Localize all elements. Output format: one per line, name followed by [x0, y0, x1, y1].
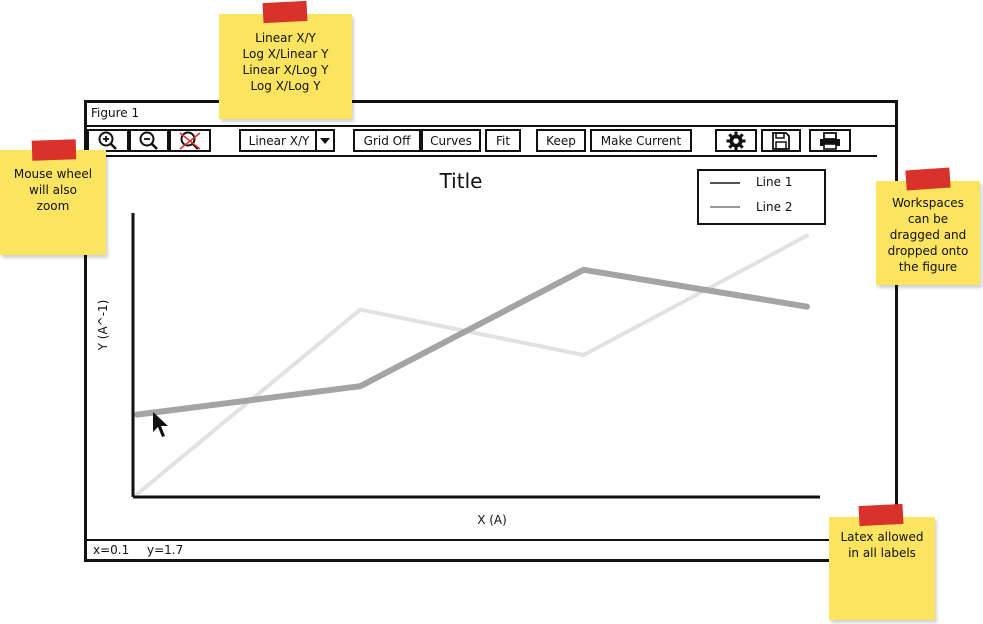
- fit-button[interactable]: Fit: [485, 129, 521, 152]
- chevron-down-icon[interactable]: [315, 131, 333, 150]
- window-title: Figure 1: [91, 106, 140, 120]
- sticky-note-mouse-wheel: Mouse wheel will also zoom: [0, 139, 106, 255]
- series-line-1[interactable]: [134, 266, 810, 418]
- tape: [858, 503, 904, 527]
- keep-button[interactable]: Keep: [536, 129, 586, 152]
- scale-select-value: Linear X/Y: [248, 133, 310, 148]
- sticky-note-latex: Latex allowed in all labels: [829, 503, 935, 620]
- window-titlebar: Figure 1: [87, 103, 895, 127]
- sticky-note-workspaces: Workspaces can be dragged and dropped on…: [876, 167, 980, 285]
- print-icon: [819, 131, 841, 150]
- keep-label: Keep: [546, 133, 576, 148]
- status-bar: x=0.1 y=1.7: [87, 539, 895, 559]
- toolbar: Linear X/Y Grid Off Curves Fit Keep Make…: [87, 127, 877, 157]
- legend: Line 1 Line 2: [697, 169, 826, 225]
- tape: [31, 139, 77, 161]
- zoom-out-icon: [139, 131, 159, 151]
- gear-icon: [726, 131, 746, 151]
- make-current-button[interactable]: Make Current: [590, 129, 692, 152]
- note-mouse-wheel-text: Mouse wheel will also zoom: [13, 167, 93, 213]
- zoom-in-button[interactable]: [87, 129, 129, 152]
- make-current-label: Make Current: [600, 133, 682, 148]
- legend-label-line-2: Line 2: [756, 200, 792, 214]
- settings-button[interactable]: [715, 129, 757, 152]
- save-icon: [772, 131, 790, 150]
- zoom-in-icon: [98, 131, 118, 151]
- x-axis-label: X (A): [477, 513, 507, 527]
- curves-label: Curves: [430, 133, 472, 148]
- y-axis-label: Y (A^-1): [96, 300, 110, 352]
- series-layer: [134, 233, 810, 497]
- note-latex-text: Latex allowed in all labels: [840, 530, 924, 560]
- chart-title: Title: [439, 169, 483, 193]
- series-line-2[interactable]: [135, 233, 809, 497]
- grid-toggle-button[interactable]: Grid Off: [353, 129, 421, 152]
- note-scale-options-text: Linear X/Y Log X/Linear Y Linear X/Log Y…: [242, 31, 329, 93]
- legend-label-line-1: Line 1: [756, 175, 792, 189]
- zoom-out-button[interactable]: [129, 129, 169, 152]
- status-y-readout: y=1.7: [147, 543, 184, 557]
- zoom-reset-icon: [178, 131, 202, 151]
- save-button[interactable]: [761, 129, 801, 152]
- note-workspaces-text: Workspaces can be dragged and dropped on…: [887, 196, 969, 274]
- status-x-readout: x=0.1: [93, 543, 130, 557]
- legend-box: [697, 169, 826, 225]
- tape: [905, 167, 951, 191]
- print-button[interactable]: [809, 129, 851, 152]
- mouse-cursor-icon: [153, 412, 168, 437]
- zoom-reset-button[interactable]: [169, 129, 211, 152]
- curves-button[interactable]: Curves: [421, 129, 481, 152]
- fit-label: Fit: [495, 133, 511, 148]
- tape: [262, 0, 308, 24]
- scale-select[interactable]: Linear X/Y: [239, 129, 335, 152]
- sticky-note-scale-options: Linear X/Y Log X/Linear Y Linear X/Log Y…: [219, 0, 352, 119]
- grid-toggle-label: Grid Off: [363, 133, 411, 148]
